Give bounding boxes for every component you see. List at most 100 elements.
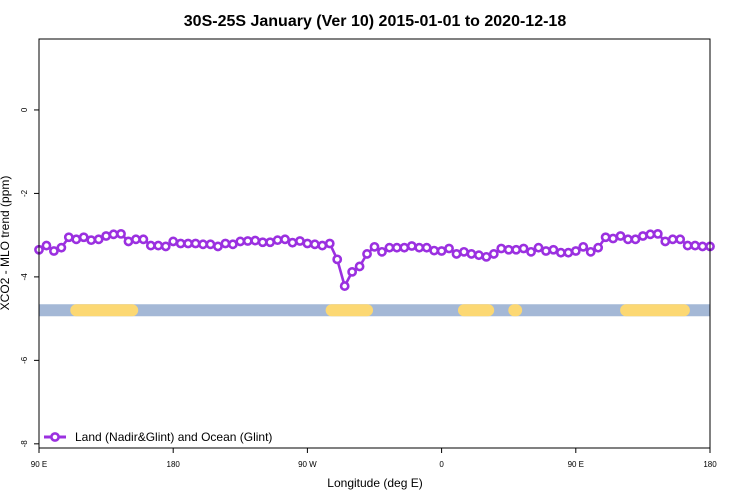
legend: Land (Nadir&Glint) and Ocean (Glint)	[44, 430, 272, 444]
data-point	[138, 234, 149, 245]
data-point	[63, 232, 74, 243]
y-tick-label: 0	[20, 107, 29, 112]
legend-entry: Land (Nadir&Glint) and Ocean (Glint)	[75, 430, 272, 444]
data-point	[369, 241, 380, 252]
plot-frame	[38, 38, 711, 449]
data-point	[459, 246, 469, 257]
data-point	[406, 241, 417, 251]
data-point	[511, 244, 522, 255]
y-tick-label: -2	[20, 189, 29, 197]
data-point	[175, 238, 186, 249]
data-point	[190, 238, 201, 249]
data-point	[93, 234, 104, 245]
data-point	[399, 242, 410, 253]
data-point	[660, 236, 671, 247]
data-point	[153, 240, 164, 251]
data-point	[652, 229, 663, 239]
data-point	[570, 246, 581, 256]
data-point	[421, 242, 432, 253]
data-point	[377, 246, 387, 257]
data-point	[623, 234, 633, 245]
y-axis-label: XCO2 - MLO trend (ppm)	[0, 176, 12, 311]
data-point	[242, 236, 253, 246]
data-point	[555, 247, 566, 258]
data-point	[526, 246, 536, 257]
data-point	[295, 236, 305, 246]
data-point	[168, 236, 179, 247]
data-point	[630, 234, 641, 245]
data-point	[160, 241, 171, 252]
data-point	[101, 231, 111, 241]
y-tick-label: -8	[20, 440, 29, 448]
data-point	[585, 246, 596, 257]
data-point	[548, 244, 559, 255]
data-point	[332, 254, 343, 265]
data-point	[518, 243, 529, 254]
data-point	[466, 249, 477, 259]
data-point	[697, 241, 708, 252]
data-point	[257, 237, 268, 248]
data-point	[481, 251, 492, 262]
x-tick-label: 90 E	[568, 460, 584, 469]
data-point	[220, 238, 231, 249]
data-point	[272, 235, 283, 246]
data-point	[638, 231, 648, 241]
x-tick-label: 180	[703, 460, 717, 469]
x-tick-label: 90 E	[31, 460, 47, 469]
data-point	[309, 239, 320, 250]
data-point	[600, 232, 611, 243]
data-point	[414, 242, 425, 253]
data-point	[116, 229, 126, 239]
data-point	[250, 235, 261, 246]
data-point	[324, 238, 335, 249]
data-point	[78, 232, 89, 243]
y-tick-label: -6	[20, 356, 29, 364]
data-point	[645, 229, 656, 240]
data-point	[347, 266, 358, 277]
chart-title: 30S-25S January (Ver 10) 2015-01-01 to 2…	[184, 13, 567, 30]
data-point	[690, 240, 700, 251]
data-point	[384, 242, 395, 253]
data-point	[436, 246, 447, 256]
data-point	[488, 249, 499, 259]
data-point	[123, 236, 134, 247]
data-point	[533, 242, 544, 253]
data-point	[675, 234, 686, 245]
data-point	[391, 242, 402, 253]
data-point	[280, 234, 290, 245]
data-point	[473, 250, 484, 261]
data-point	[444, 243, 454, 254]
data-point	[354, 261, 365, 272]
data-point	[608, 233, 618, 244]
data-point	[429, 245, 440, 256]
data-point	[615, 231, 626, 241]
x-axis-label: Longitude (deg E)	[327, 476, 422, 490]
data-point	[563, 247, 574, 258]
data-point	[593, 242, 604, 253]
data-point	[682, 240, 693, 251]
data-point	[317, 240, 328, 251]
data-point	[302, 238, 313, 249]
data-point	[451, 249, 462, 259]
data-point	[145, 240, 156, 251]
legend-marker	[50, 432, 60, 442]
x-axis: 90 E 180 90 W 0 90 E 180	[31, 448, 717, 469]
data-point	[339, 281, 350, 291]
data-point	[667, 234, 678, 245]
data-point	[41, 240, 52, 251]
data-point	[108, 229, 119, 240]
data-point	[183, 238, 194, 249]
data-point	[213, 241, 223, 252]
data-point	[265, 237, 276, 248]
data-point	[503, 244, 514, 255]
data-point	[86, 235, 97, 246]
data-point	[71, 234, 82, 245]
data-point	[362, 249, 372, 259]
data-point	[578, 241, 589, 252]
series-layer	[34, 229, 715, 291]
data-point	[227, 239, 238, 250]
y-axis: 0 -2 -4 -6 -8	[20, 107, 39, 447]
data-point	[541, 246, 551, 256]
data-point	[496, 243, 507, 254]
